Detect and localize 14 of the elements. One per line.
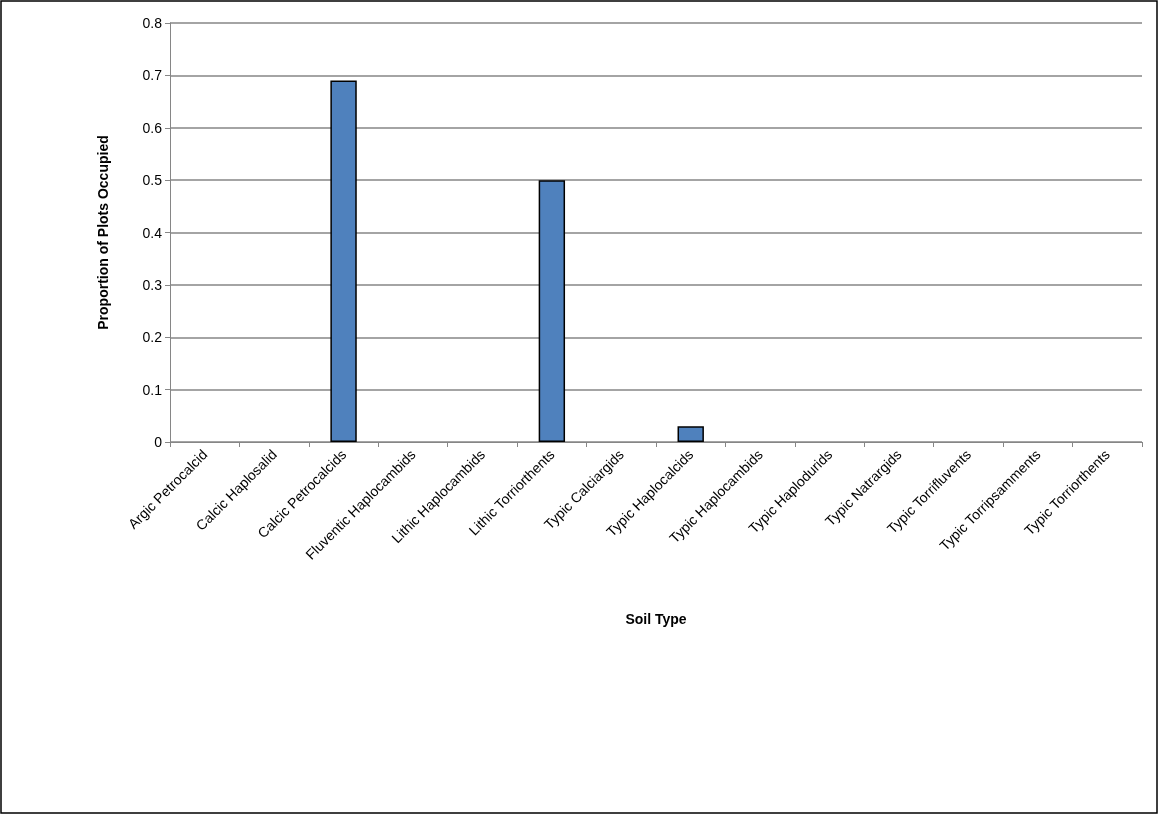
y-tick-label: 0 — [154, 434, 163, 450]
bar — [677, 426, 704, 442]
y-tick-label: 0.7 — [142, 67, 163, 84]
x-axis-title: Soil Type — [625, 611, 687, 627]
y-tick-label: 0.5 — [142, 172, 163, 189]
y-tick-label: 0.4 — [142, 224, 163, 241]
bar — [330, 80, 357, 442]
y-tick-label: 0.3 — [142, 276, 163, 293]
y-tick-label: 0.1 — [142, 381, 163, 398]
bar — [538, 180, 566, 442]
y-tick-label: 0.2 — [142, 329, 163, 346]
y-axis-title: Proportion of Plots Occupied — [95, 135, 111, 330]
y-tick-label: 0.6 — [142, 119, 163, 136]
y-tick-label: 0.8 — [142, 15, 163, 31]
